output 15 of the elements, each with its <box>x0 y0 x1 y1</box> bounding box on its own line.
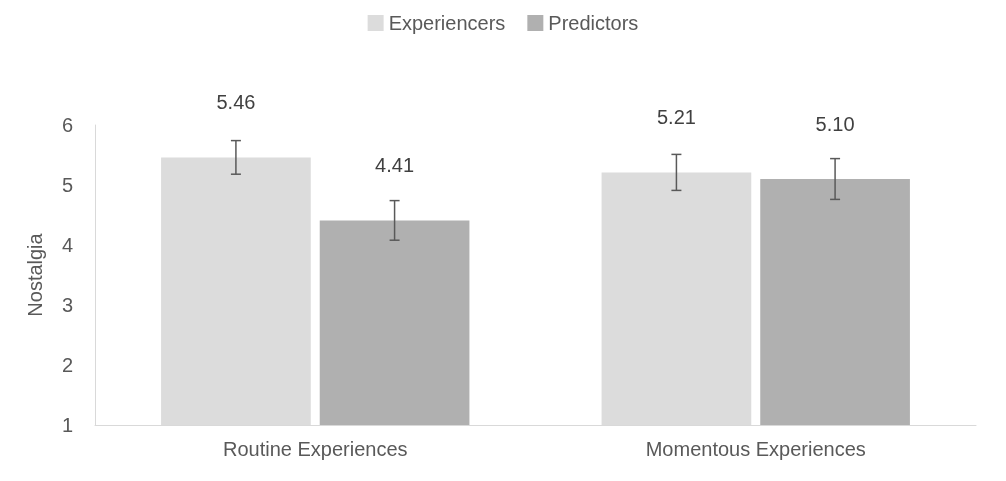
x-tick-label: Routine Experiences <box>222 438 408 460</box>
x-tick-label: Momentous Experiences <box>645 438 866 460</box>
data-label: 4.41 <box>375 154 415 177</box>
y-tick-label: 3 <box>61 294 73 316</box>
y-tick-label: 1 <box>61 414 73 436</box>
y-axis-title: Nostalgia <box>24 232 46 317</box>
y-tick-label: 2 <box>61 354 73 376</box>
y-tick-label: 4 <box>61 234 73 256</box>
legend-label: Experiencers <box>388 12 506 34</box>
y-tick-label: 5 <box>61 174 73 196</box>
data-label: 5.46 <box>216 91 256 114</box>
data-label: 5.10 <box>815 113 855 135</box>
y-tick-label: 6 <box>61 114 73 136</box>
legend-label: Predictors <box>548 12 639 34</box>
data-label: 5.21 <box>656 106 696 129</box>
